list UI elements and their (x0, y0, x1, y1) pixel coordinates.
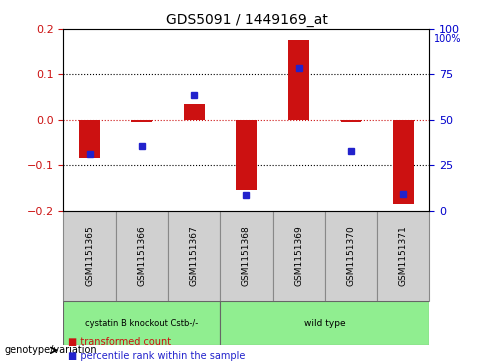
FancyBboxPatch shape (220, 211, 273, 301)
Text: GSM1151370: GSM1151370 (346, 225, 356, 286)
Text: cystatin B knockout Cstb-/-: cystatin B knockout Cstb-/- (85, 319, 199, 327)
FancyBboxPatch shape (168, 211, 220, 301)
Bar (236, 120, 257, 190)
Bar (393, 120, 414, 204)
FancyBboxPatch shape (63, 211, 116, 301)
Title: GDS5091 / 1449169_at: GDS5091 / 1449169_at (165, 13, 327, 26)
FancyBboxPatch shape (63, 301, 220, 345)
Bar (131, 120, 152, 122)
Text: GSM1151368: GSM1151368 (242, 225, 251, 286)
FancyBboxPatch shape (325, 211, 377, 301)
Text: GSM1151365: GSM1151365 (85, 225, 94, 286)
Text: GSM1151367: GSM1151367 (190, 225, 199, 286)
FancyBboxPatch shape (116, 211, 168, 301)
Bar (341, 120, 362, 122)
Text: ■ percentile rank within the sample: ■ percentile rank within the sample (68, 351, 245, 361)
Text: GSM1151366: GSM1151366 (137, 225, 146, 286)
Text: GSM1151369: GSM1151369 (294, 225, 303, 286)
Text: 100%: 100% (434, 34, 462, 45)
Bar (183, 104, 204, 120)
Text: wild type: wild type (304, 319, 346, 327)
Text: genotype/variation: genotype/variation (5, 345, 98, 355)
FancyBboxPatch shape (220, 301, 429, 345)
Text: GSM1151371: GSM1151371 (399, 225, 408, 286)
FancyBboxPatch shape (377, 211, 429, 301)
FancyBboxPatch shape (273, 211, 325, 301)
Bar (288, 40, 309, 120)
Text: ■ transformed count: ■ transformed count (68, 337, 171, 347)
Bar (79, 120, 100, 158)
